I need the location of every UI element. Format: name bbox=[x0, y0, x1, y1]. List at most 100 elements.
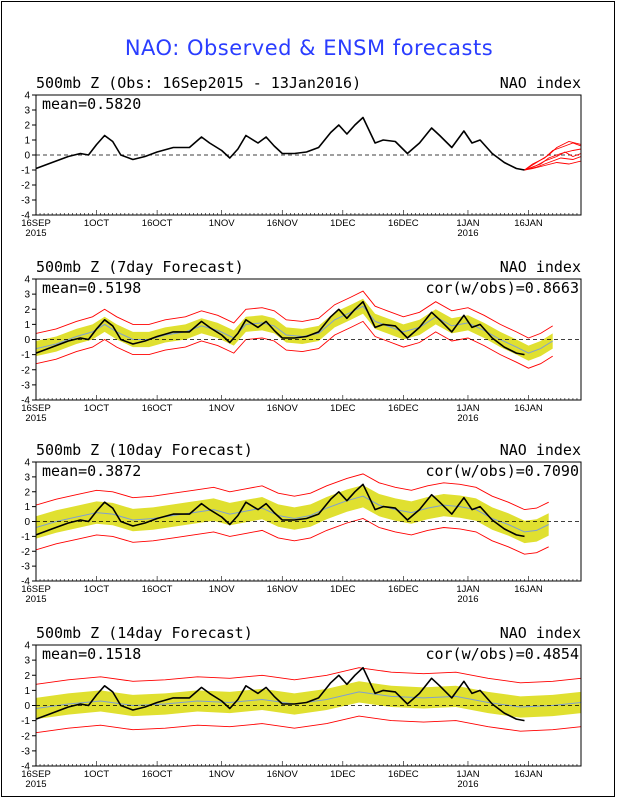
x-tick-label: 1JAN bbox=[456, 584, 479, 595]
y-tick-label: -1 bbox=[21, 350, 30, 361]
correlation-label: cor(w/obs)=0.4854 bbox=[425, 645, 579, 663]
x-tick-label: 1OCT bbox=[84, 769, 110, 780]
x-tick-label: 16JAN bbox=[514, 769, 543, 780]
y-tick-label: -2 bbox=[21, 181, 30, 192]
y-tick-label: -4 bbox=[21, 577, 30, 588]
observed-line bbox=[35, 483, 525, 538]
y-tick-label: -3 bbox=[21, 380, 30, 391]
y-tick-label: 2 bbox=[24, 671, 30, 682]
y-tick-label: -3 bbox=[21, 196, 30, 207]
panel-title: 500mb Z (14day Forecast) bbox=[36, 624, 253, 642]
panel-title: 500mb Z (10day Forecast) bbox=[36, 441, 253, 459]
envelope-upper bbox=[36, 473, 549, 511]
y-tick-label: 0 bbox=[24, 517, 30, 528]
x-tick-label: 16SEP bbox=[21, 769, 51, 780]
x-tick-label: 1JAN bbox=[456, 403, 479, 414]
envelope-lower bbox=[36, 715, 581, 734]
correlation-label: cor(w/obs)=0.8663 bbox=[425, 279, 579, 297]
member-line bbox=[524, 156, 581, 171]
panel-title: 500mb Z (Obs: 16Sep2015 - 13Jan2016) bbox=[36, 74, 361, 92]
x-tick-label: 16NOV bbox=[267, 584, 299, 595]
forecast-mean-line bbox=[36, 495, 549, 533]
x-tick-label: 1OCT bbox=[84, 584, 110, 595]
x-tick-label: 16SEP bbox=[21, 403, 51, 414]
x-tick-label: 1JAN bbox=[456, 769, 479, 780]
x-tick-year: 2015 bbox=[25, 594, 46, 605]
x-tick-label: 16NOV bbox=[267, 218, 299, 229]
y-tick-label: 3 bbox=[24, 106, 30, 117]
x-tick-year: 2015 bbox=[25, 228, 46, 239]
panel-index-label: NAO index bbox=[500, 74, 581, 92]
x-tick-label: 16OCT bbox=[142, 403, 173, 414]
y-tick-label: 4 bbox=[24, 458, 30, 469]
y-tick-label: 1 bbox=[24, 320, 30, 331]
spread-band bbox=[36, 298, 553, 361]
x-tick-year: 2016 bbox=[457, 228, 478, 239]
y-tick-label: -2 bbox=[21, 365, 30, 376]
x-tick-label: 1DEC bbox=[330, 218, 355, 229]
panel-3: 500mb Z (10day Forecast) NAO index mean=0.… bbox=[21, 441, 582, 605]
envelope-upper bbox=[36, 290, 553, 339]
y-tick-label: 0 bbox=[24, 151, 30, 162]
y-tick-label: -1 bbox=[21, 166, 30, 177]
x-tick-label: 16SEP bbox=[21, 218, 51, 229]
panel-index-label: NAO index bbox=[500, 624, 581, 642]
spread-band bbox=[36, 485, 549, 544]
x-tick-label: 16NOV bbox=[267, 403, 299, 414]
y-tick-label: 3 bbox=[24, 472, 30, 483]
y-tick-label: 2 bbox=[24, 487, 30, 498]
mean-label: mean=0.3872 bbox=[42, 462, 141, 480]
y-tick-label: -3 bbox=[21, 562, 30, 573]
y-tick-label: 1 bbox=[24, 686, 30, 697]
y-tick-label: 2 bbox=[24, 305, 30, 316]
y-tick-label: 3 bbox=[24, 656, 30, 667]
x-tick-label: 1NOV bbox=[209, 584, 236, 595]
x-tick-label: 16JAN bbox=[514, 218, 543, 229]
x-tick-label: 16NOV bbox=[267, 769, 299, 780]
x-tick-label: 16SEP bbox=[21, 584, 51, 595]
observed-line bbox=[35, 666, 525, 722]
y-tick-label: -2 bbox=[21, 547, 30, 558]
panel-1: 500mb Z (Obs: 16Sep2015 - 13Jan2016) NAO … bbox=[21, 74, 582, 239]
y-tick-label: -4 bbox=[21, 211, 30, 222]
x-tick-year: 2016 bbox=[457, 413, 478, 424]
y-tick-label: -4 bbox=[21, 762, 30, 773]
observed-line bbox=[35, 300, 525, 356]
x-tick-label: 1OCT bbox=[84, 218, 110, 229]
panel-2: 500mb Z (7day Forecast) NAO index mean=0.5… bbox=[21, 258, 582, 424]
x-tick-label: 1NOV bbox=[209, 403, 236, 414]
panel-index-label: NAO index bbox=[500, 258, 581, 276]
x-tick-label: 1DEC bbox=[330, 769, 355, 780]
x-tick-label: 1DEC bbox=[330, 584, 355, 595]
envelope-lower bbox=[36, 320, 553, 369]
member-line bbox=[524, 141, 581, 171]
page-title: NAO: Observed & ENSM forecasts bbox=[124, 36, 494, 60]
y-tick-label: 0 bbox=[24, 335, 30, 346]
y-tick-label: 4 bbox=[24, 641, 30, 652]
x-tick-label: 1JAN bbox=[456, 218, 479, 229]
y-tick-label: 4 bbox=[24, 91, 30, 102]
x-tick-year: 2015 bbox=[25, 413, 46, 424]
y-tick-label: 1 bbox=[24, 136, 30, 147]
y-tick-label: 3 bbox=[24, 290, 30, 301]
y-tick-label: -3 bbox=[21, 746, 30, 757]
panel-index-label: NAO index bbox=[500, 441, 581, 459]
member-line bbox=[524, 160, 581, 171]
member-line bbox=[524, 142, 581, 171]
x-tick-label: 16OCT bbox=[142, 769, 173, 780]
mean-label: mean=0.5198 bbox=[42, 279, 141, 297]
x-tick-label: 16OCT bbox=[142, 584, 173, 595]
x-tick-label: 16DEC bbox=[388, 218, 419, 229]
y-tick-label: -1 bbox=[21, 532, 30, 543]
y-tick-label: -2 bbox=[21, 731, 30, 742]
mean-label: mean=0.1518 bbox=[42, 645, 141, 663]
x-tick-label: 16JAN bbox=[514, 584, 543, 595]
member-line bbox=[524, 151, 581, 171]
y-tick-label: 2 bbox=[24, 121, 30, 132]
mean-label: mean=0.5820 bbox=[42, 95, 141, 113]
x-tick-label: 1OCT bbox=[84, 403, 110, 414]
x-tick-label: 1NOV bbox=[209, 218, 236, 229]
y-tick-label: 1 bbox=[24, 502, 30, 513]
x-tick-label: 16DEC bbox=[388, 584, 419, 595]
